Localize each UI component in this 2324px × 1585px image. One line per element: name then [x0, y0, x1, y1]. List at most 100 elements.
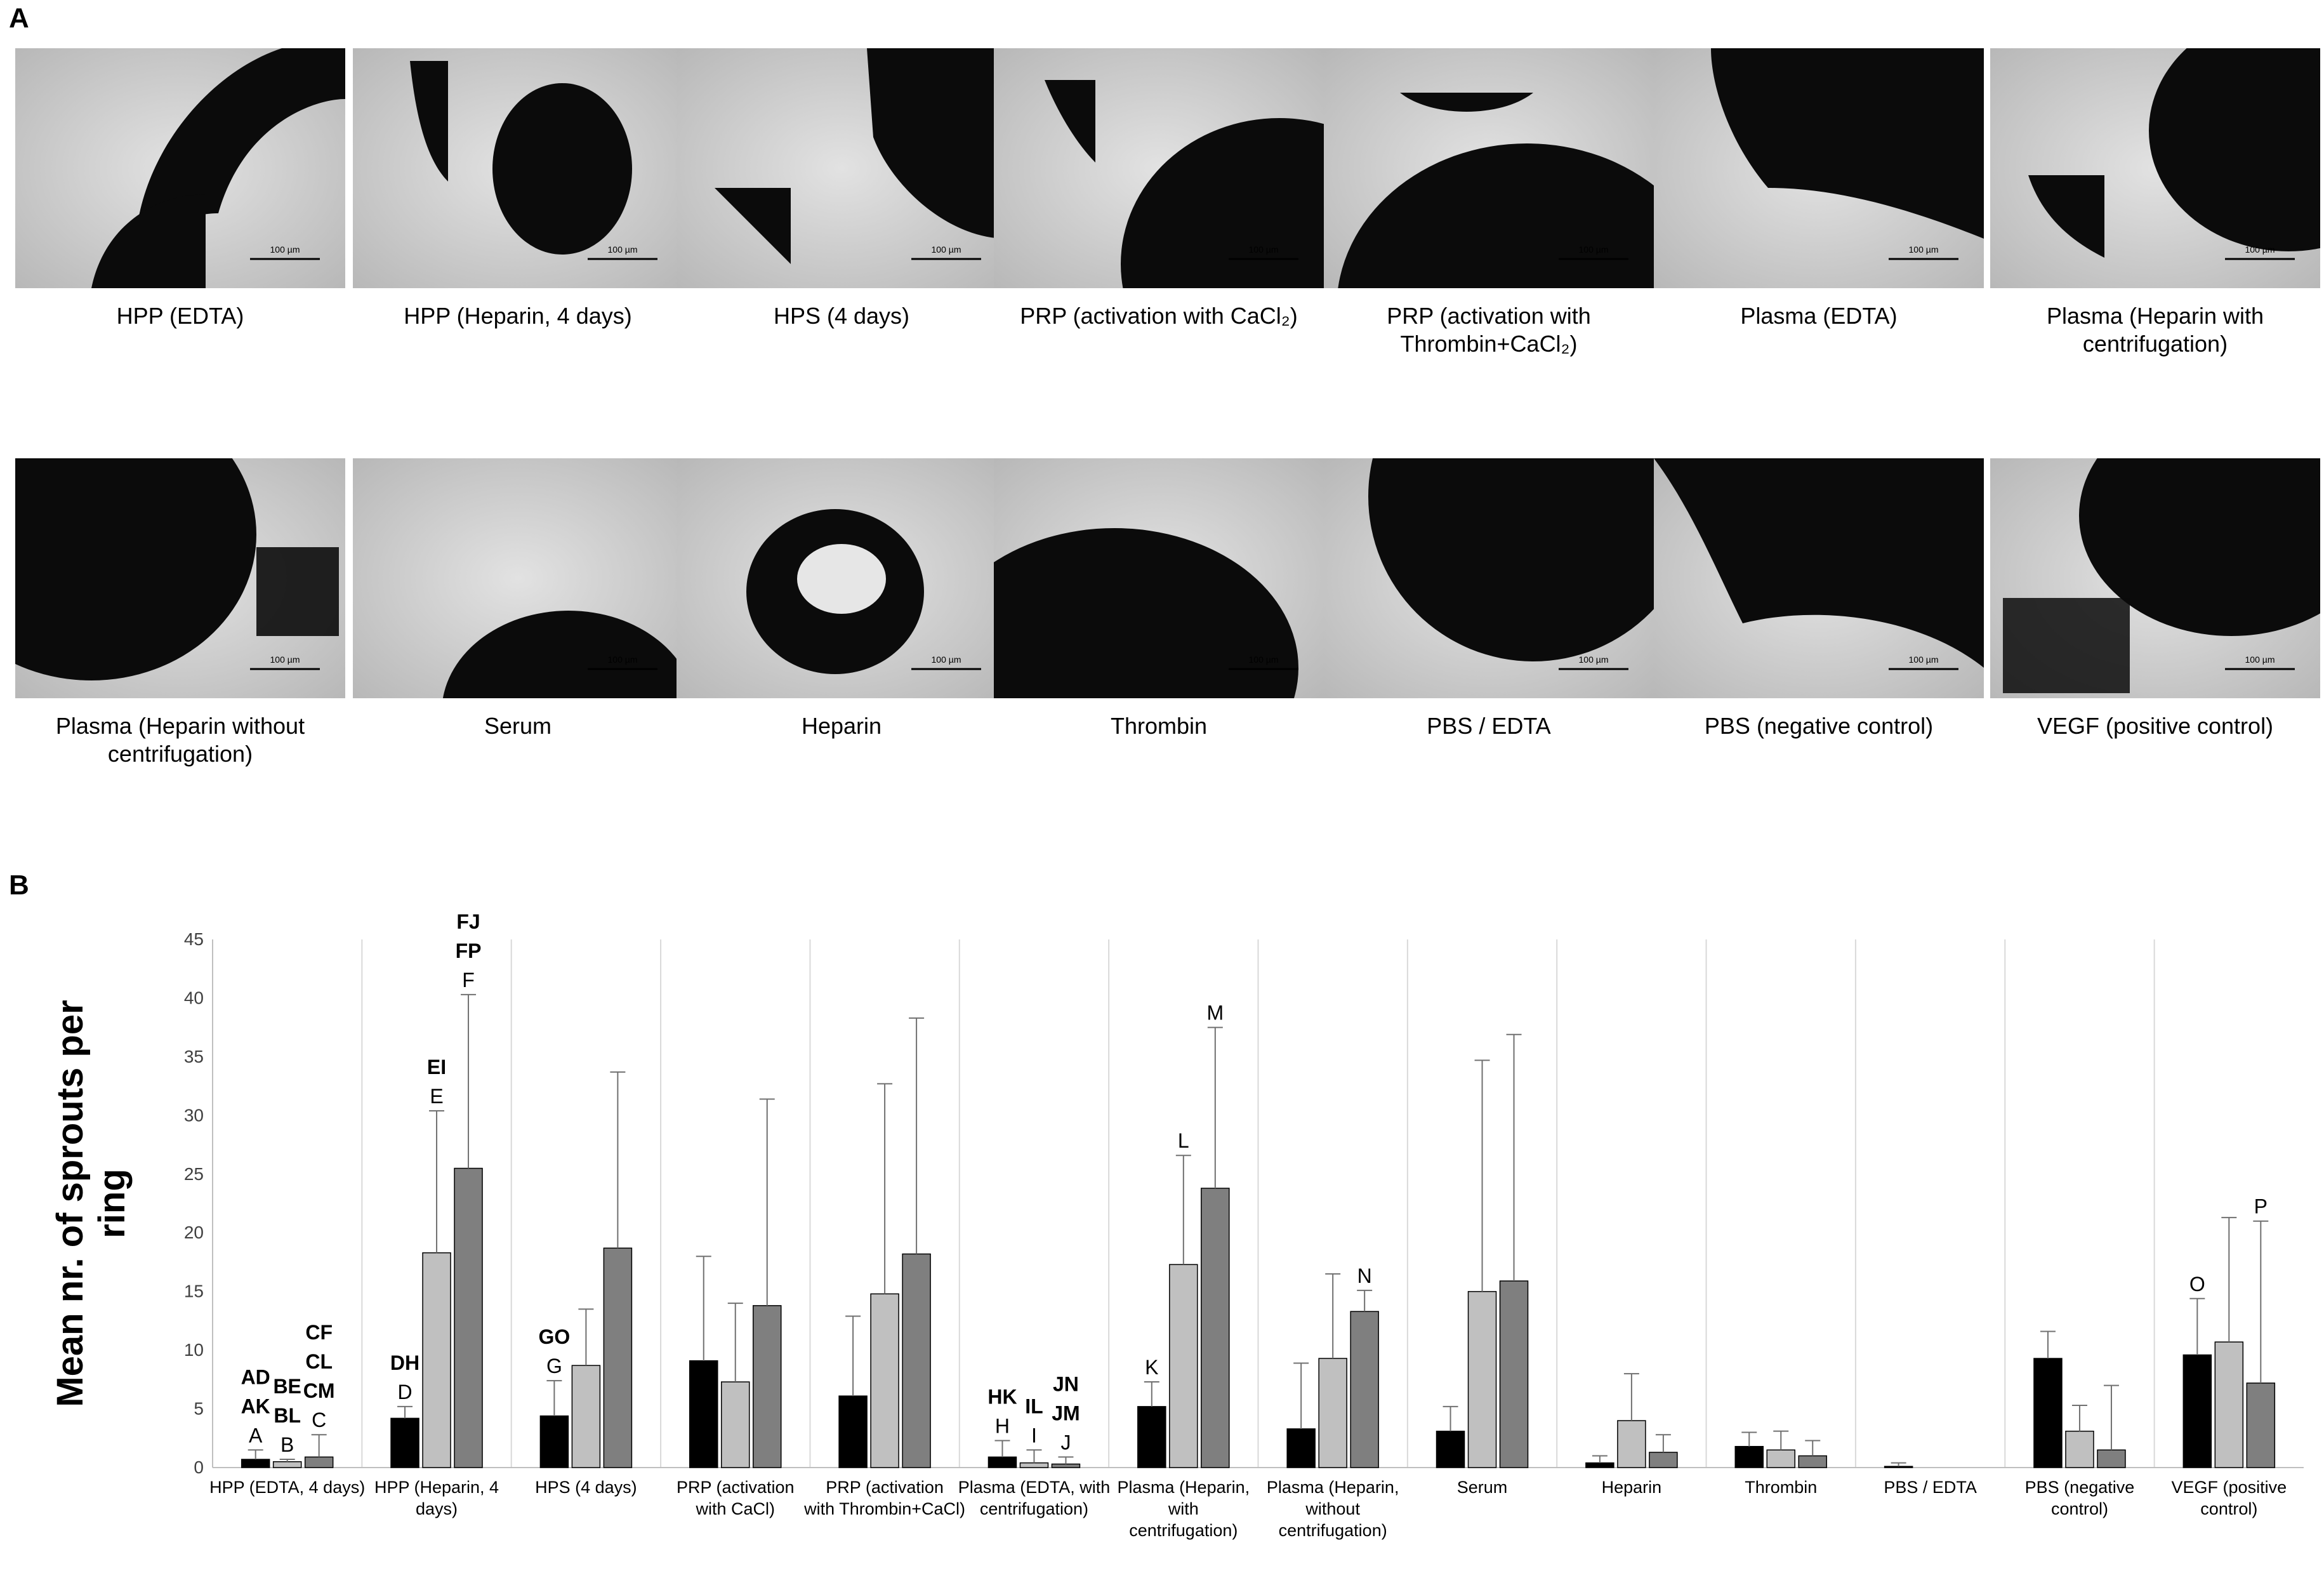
- significance-label: O: [2189, 1273, 2205, 1296]
- bar: [1019, 1462, 1049, 1468]
- svg-text:100 µm: 100 µm: [608, 654, 638, 665]
- x-tick-label: PRP (activation with CaCl): [677, 1478, 795, 1518]
- bar: [1318, 1358, 1347, 1468]
- bar: [987, 1456, 1017, 1468]
- svg-text:100 µm: 100 µm: [1579, 654, 1609, 665]
- bar-chart: 0 5 10 15 20 25 30 35 40 45 Mean nr. of sprouts pe…: [50, 910, 2304, 1540]
- x-tick-label: HPP (Heparin, 4 days): [374, 1478, 499, 1518]
- x-tick-label: Plasma (Heparin, with centrifugation): [1118, 1478, 1250, 1540]
- micrograph-image: 100 µm: [1990, 48, 2320, 288]
- x-tick-label: PBS (negative control): [2025, 1478, 2135, 1518]
- svg-text:100 µm: 100 µm: [1909, 654, 1939, 665]
- bar: [838, 1395, 868, 1468]
- micrograph-image: 100 µm: [677, 458, 1007, 698]
- x-tick-label: HPS (4 days): [535, 1478, 637, 1497]
- micrograph-image: 100 µm: [353, 48, 683, 288]
- significance-label: DH: [390, 1351, 419, 1374]
- significance-label: D: [397, 1381, 412, 1403]
- bar: [571, 1365, 601, 1468]
- bar: [753, 1305, 782, 1468]
- micrograph-caption: PBS (negative control): [1704, 713, 1934, 739]
- bar: [2033, 1358, 2063, 1468]
- significance-label: EI: [427, 1056, 446, 1078]
- significance-label: I: [1031, 1424, 1037, 1447]
- bar: [870, 1293, 899, 1468]
- y-tick-label: 10: [184, 1340, 204, 1360]
- micrograph-image: 100 µm: [1324, 48, 1654, 288]
- x-tick-label: Heparin: [1602, 1478, 1662, 1497]
- bar: [1467, 1290, 1497, 1468]
- significance-label: C: [312, 1409, 326, 1431]
- x-tick-label: Plasma (Heparin, without centrifugation): [1267, 1478, 1399, 1540]
- bar: [241, 1459, 270, 1468]
- micrograph-caption: VEGF (positive control): [2037, 713, 2274, 739]
- significance-label: L: [1178, 1129, 1189, 1152]
- bar: [603, 1247, 633, 1468]
- micrograph-image: 100 µm: [994, 458, 1324, 698]
- svg-text:100 µm: 100 µm: [1579, 244, 1609, 255]
- significance-label: M: [1206, 1002, 1224, 1025]
- y-axis-title: Mean nr. of sprouts perring: [50, 1000, 133, 1407]
- bar: [1137, 1406, 1166, 1468]
- significance-label: F: [462, 969, 475, 991]
- significance-label: FJ: [456, 910, 480, 933]
- bar: [902, 1253, 931, 1468]
- micrograph-image: 100 µm: [677, 48, 1007, 288]
- micrograph-caption: Serum: [484, 713, 552, 739]
- micrograph-caption: HPS (4 days): [773, 303, 910, 329]
- x-tick-label: HPP (EDTA, 4 days): [209, 1478, 365, 1497]
- bar: [2214, 1341, 2244, 1468]
- bar: [721, 1381, 750, 1468]
- micrograph-caption: Heparin: [801, 713, 882, 739]
- significance-label: BL: [274, 1404, 301, 1427]
- bar: [390, 1417, 419, 1468]
- svg-text:100 µm: 100 µm: [1909, 244, 1939, 255]
- bar: [1649, 1452, 1678, 1468]
- bar: [2097, 1449, 2126, 1468]
- bar: [2246, 1383, 2276, 1468]
- y-tick-label: 0: [194, 1457, 204, 1477]
- micrograph-caption: PRP (activation with CaCl₂): [1020, 303, 1298, 329]
- micrograph-caption: PBS / EDTA: [1427, 713, 1551, 739]
- micrograph-image: 100 µm: [15, 458, 345, 698]
- bar: [1884, 1466, 1913, 1468]
- significance-label: G: [546, 1355, 562, 1377]
- significance-label: IL: [1025, 1395, 1043, 1417]
- significance-label: B: [281, 1433, 294, 1456]
- panel-b-label: B: [9, 870, 29, 901]
- micrograph-caption: Plasma (EDTA): [1740, 303, 1898, 329]
- micrograph-image: 100 µm: [15, 48, 345, 288]
- bar: [1766, 1449, 1795, 1468]
- micrograph-caption: Plasma (Heparin without centrifugation): [55, 713, 305, 767]
- bar: [2065, 1430, 2094, 1468]
- x-tick-label: Plasma (EDTA, with centrifugation): [958, 1478, 1111, 1518]
- micrograph-caption: Thrombin: [1110, 713, 1208, 739]
- significance-label: BE: [273, 1375, 301, 1398]
- svg-text:100 µm: 100 µm: [932, 654, 961, 665]
- bar: [1734, 1445, 1764, 1468]
- significance-label: AD: [241, 1365, 270, 1388]
- significance-label: JN: [1053, 1372, 1079, 1395]
- bar: [422, 1252, 451, 1468]
- significance-label: A: [249, 1424, 263, 1447]
- x-tick-label: PRP (activation with Thrombin+CaCl): [803, 1478, 965, 1518]
- significance-label: FP: [456, 939, 482, 962]
- y-tick-label: 25: [184, 1164, 204, 1184]
- bar: [1436, 1430, 1465, 1468]
- significance-label: CF: [305, 1321, 333, 1344]
- micrograph-image: 100 µm: [1654, 458, 1984, 698]
- svg-text:100 µm: 100 µm: [1249, 244, 1279, 255]
- svg-text:100 µm: 100 µm: [1249, 654, 1279, 665]
- bar: [1585, 1462, 1614, 1468]
- x-tick-label: VEGF (positive control): [2172, 1478, 2287, 1518]
- significance-label: JM: [1052, 1402, 1079, 1424]
- significance-label: H: [995, 1414, 1010, 1437]
- significance-label: E: [430, 1085, 443, 1108]
- svg-text:100 µm: 100 µm: [608, 244, 638, 255]
- bar: [1499, 1280, 1529, 1468]
- bar: [1350, 1311, 1379, 1468]
- micrograph-caption: HPP (EDTA): [116, 303, 244, 329]
- bar: [1051, 1463, 1081, 1468]
- x-tick-label: Serum: [1457, 1478, 1508, 1497]
- micrograph-image: 100 µm: [1654, 48, 1984, 288]
